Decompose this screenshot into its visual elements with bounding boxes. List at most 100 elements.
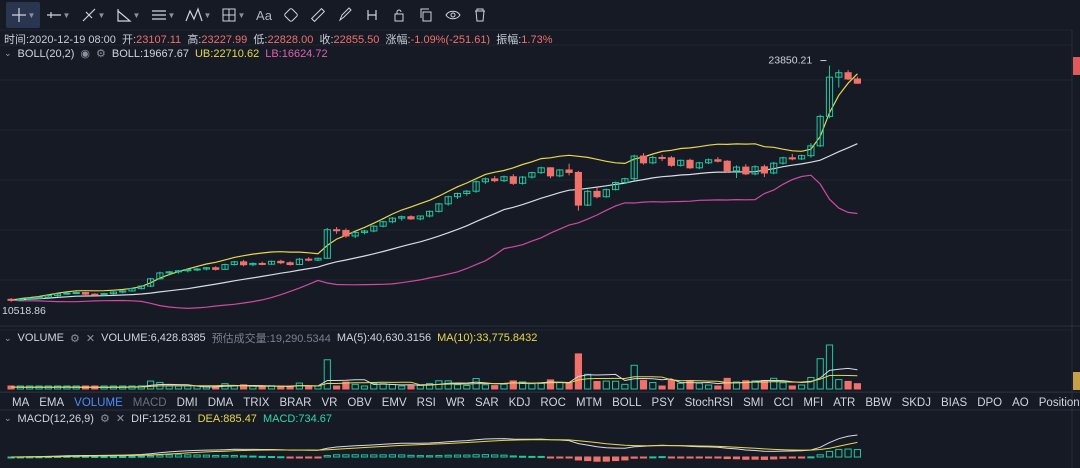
- settings-icon[interactable]: ⚙: [70, 332, 80, 345]
- tab-dmi[interactable]: DMI: [176, 396, 198, 409]
- settings-icon[interactable]: ⚙: [96, 48, 106, 60]
- tab-obv[interactable]: OBV: [347, 396, 372, 409]
- macd-dea-line: [11, 439, 858, 458]
- volume-bar: [630, 364, 638, 390]
- macd-bar: [26, 456, 34, 459]
- eye-icon: [445, 7, 461, 23]
- tab-emv[interactable]: EMV: [381, 396, 407, 409]
- collapse-chevron-icon[interactable]: ⌄: [4, 332, 12, 343]
- tab-volume[interactable]: VOLUME: [74, 396, 123, 409]
- macd-bar: [760, 456, 768, 460]
- macd-indicator-name[interactable]: MACD(12,26,9): [17, 412, 94, 425]
- volume-bar: [333, 385, 341, 390]
- macd-bar: [379, 454, 387, 458]
- volume-bar: [760, 379, 768, 390]
- volume-bar: [481, 384, 489, 390]
- tab-skdj[interactable]: SKDJ: [901, 396, 931, 409]
- dropdown-caret-icon[interactable]: ▼: [97, 10, 106, 20]
- tab-ao[interactable]: AO: [1012, 396, 1029, 409]
- tab-bias[interactable]: BIAS: [940, 396, 968, 409]
- parallel-channel-tool-button[interactable]: ▼: [146, 2, 180, 28]
- tab-ma[interactable]: MA: [12, 396, 30, 409]
- tab-trix[interactable]: TRIX: [243, 396, 270, 409]
- candle-body: [63, 292, 71, 295]
- close-icon[interactable]: ✕: [85, 332, 96, 345]
- tab-boll[interactable]: BOLL: [612, 396, 642, 409]
- volume-legend: ⌄ VOLUME ⚙ ✕ VOLUME:6,428.8385 预估成交量:19,…: [4, 330, 537, 346]
- dropdown-caret-icon[interactable]: ▼: [167, 10, 176, 20]
- dropdown-caret-icon[interactable]: ▼: [132, 10, 141, 20]
- crosshair-tool-button[interactable]: ▼: [6, 2, 40, 28]
- tab-position[interactable]: Position: [1038, 396, 1080, 409]
- candle-body: [658, 156, 666, 159]
- wave-pattern-tool-button[interactable]: ▼: [181, 2, 215, 28]
- tab-mtm[interactable]: MTM: [575, 396, 603, 409]
- volume-indicator-name[interactable]: VOLUME: [17, 332, 65, 344]
- volume-bar: [156, 381, 164, 390]
- tab-sar[interactable]: SAR: [474, 396, 499, 409]
- macd-bar: [267, 456, 276, 459]
- macd-bar: [333, 454, 341, 458]
- boll-indicator-name[interactable]: BOLL(20,2): [17, 47, 75, 60]
- settings-icon[interactable]: ⚙: [99, 413, 110, 425]
- candle-body: [612, 181, 620, 191]
- angle-tool-button[interactable]: ▼: [111, 2, 145, 28]
- tab-smi[interactable]: SMI: [743, 396, 764, 409]
- tab-cci[interactable]: CCI: [773, 396, 794, 409]
- eye-tool-button[interactable]: [440, 2, 466, 28]
- trend-line-tool-button[interactable]: ▼: [76, 2, 110, 28]
- tab-atr[interactable]: ATR: [833, 396, 856, 409]
- volume-bar: [35, 385, 43, 390]
- macd-bar: [658, 456, 666, 459]
- dropdown-caret-icon[interactable]: ▼: [62, 10, 71, 20]
- ruler-tool-button[interactable]: [305, 2, 331, 28]
- volume-bar: [732, 381, 741, 390]
- tab-rsi[interactable]: RSI: [416, 396, 436, 409]
- tab-dma[interactable]: DMA: [207, 396, 234, 409]
- tab-psy[interactable]: PSY: [651, 396, 675, 409]
- macd-bar: [751, 456, 759, 460]
- low-price-label: 10518.86: [2, 305, 46, 317]
- tab-bbw[interactable]: BBW: [865, 396, 892, 409]
- dropdown-caret-icon[interactable]: ▼: [27, 10, 36, 20]
- candle-body: [398, 216, 406, 219]
- tab-brar[interactable]: BRAR: [279, 396, 312, 409]
- text-tool-tool-button[interactable]: Aa: [251, 2, 277, 28]
- tab-kdj[interactable]: KDJ: [508, 396, 531, 409]
- dropdown-caret-icon[interactable]: ▼: [203, 10, 212, 20]
- trend-line-icon: [81, 7, 97, 23]
- lock-tool-button[interactable]: [386, 2, 412, 28]
- tab-dpo[interactable]: DPO: [977, 396, 1003, 409]
- tab-stochrsi[interactable]: StochRSI: [684, 396, 734, 409]
- tab-roc[interactable]: ROC: [540, 396, 566, 409]
- drawing-toolbar: ▼ ▼ ▼ ▼ ▼ ▼ ▼ Aa: [0, 0, 1080, 30]
- candle-body: [537, 167, 545, 174]
- candle-body: [695, 162, 703, 169]
- pencil-tool-button[interactable]: [332, 2, 358, 28]
- tab-ema[interactable]: EMA: [39, 396, 65, 409]
- tab-macd[interactable]: MACD: [132, 396, 167, 409]
- volume-bar: [426, 383, 434, 390]
- horizontal-line-tool-button[interactable]: ▼: [41, 2, 75, 28]
- close-icon[interactable]: ✕: [115, 413, 126, 425]
- tab-mfi[interactable]: MFI: [803, 396, 824, 409]
- collapse-chevron-icon[interactable]: ⌄: [4, 413, 12, 423]
- volume-bar: [658, 385, 666, 390]
- eye-icon[interactable]: ◉: [80, 48, 91, 60]
- tab-wr[interactable]: WR: [445, 396, 465, 409]
- candle-body: [202, 267, 211, 270]
- brush-tool-button[interactable]: [278, 2, 304, 28]
- dropdown-caret-icon[interactable]: ▼: [237, 10, 246, 20]
- price-range-tool-button[interactable]: [359, 2, 385, 28]
- trash-tool-button[interactable]: [467, 2, 493, 28]
- fibonacci-tool-button[interactable]: ▼: [216, 2, 250, 28]
- volume-bar: [314, 385, 322, 390]
- candle-body: [314, 257, 322, 261]
- candle-body: [388, 217, 396, 223]
- copy-tool-button[interactable]: [413, 2, 439, 28]
- volume-bar: [7, 385, 15, 390]
- volume-bar: [788, 385, 796, 390]
- tab-vr[interactable]: VR: [321, 396, 338, 409]
- candlesticks: [7, 65, 861, 302]
- collapse-chevron-icon[interactable]: ⌄: [4, 48, 12, 58]
